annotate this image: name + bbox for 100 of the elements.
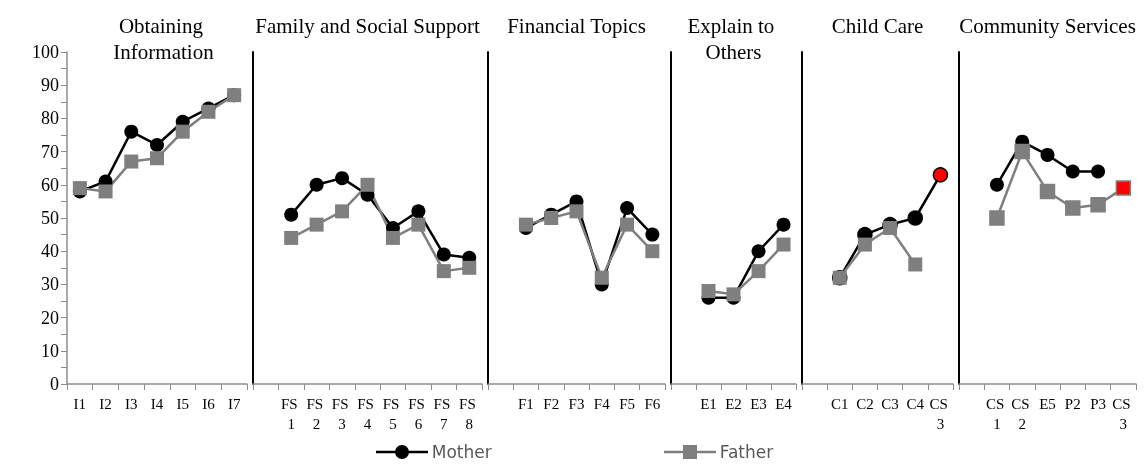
x-tick-label: F1	[518, 396, 535, 412]
x-tick-label: F6	[644, 396, 662, 412]
point	[989, 177, 1004, 192]
x-tick-label: FS 3	[331, 396, 353, 432]
x-tick-label: E5	[1039, 396, 1056, 412]
x-tick-label: CS 3	[929, 396, 952, 432]
y-tick-label: 10	[41, 340, 59, 361]
point	[436, 247, 451, 262]
x-tick-label: C1	[831, 396, 849, 412]
x-tick-label: E2	[725, 396, 743, 412]
x-tick-label: FS 8	[459, 396, 480, 432]
x-tick-label: I3	[125, 396, 138, 412]
point	[385, 230, 400, 245]
point	[1090, 196, 1106, 213]
point	[436, 264, 451, 279]
point	[989, 210, 1005, 226]
point	[776, 217, 791, 232]
point	[569, 204, 584, 219]
x-tick-label: CS 2	[1011, 396, 1034, 432]
point	[124, 154, 139, 169]
y-tick-label: 30	[41, 274, 59, 295]
x-tick-label: F3	[568, 396, 585, 412]
point	[701, 284, 716, 299]
point	[932, 167, 949, 183]
point	[335, 171, 350, 186]
point	[284, 230, 299, 245]
point	[309, 177, 324, 192]
x-tick-label: C4	[906, 396, 925, 412]
point	[595, 270, 610, 285]
point	[1040, 147, 1055, 162]
y-tick-label: 90	[41, 75, 59, 96]
point	[907, 210, 924, 226]
point	[98, 184, 113, 199]
point	[1065, 200, 1081, 216]
chart-title: Financial Topics	[507, 14, 647, 38]
legend-label: Mother	[431, 442, 492, 462]
x-tick-label: P2	[1064, 396, 1081, 412]
y-tick-label: 60	[41, 174, 59, 195]
y-tick-label: 40	[41, 241, 59, 262]
x-tick-label: I2	[99, 396, 112, 412]
x-tick-label: FS 2	[306, 396, 327, 432]
x-tick-label: FS 1	[280, 396, 302, 432]
point	[1039, 183, 1056, 200]
point	[335, 204, 350, 219]
point	[309, 217, 324, 232]
point	[150, 137, 164, 152]
chart-title: Obtaining Information	[113, 14, 215, 64]
point	[411, 204, 426, 219]
point	[751, 244, 766, 259]
point	[858, 237, 873, 252]
x-tick-label: CS 1	[985, 396, 1008, 432]
point	[883, 220, 898, 235]
point	[462, 260, 477, 275]
point	[124, 124, 139, 139]
chart-title: Child Care	[831, 14, 924, 38]
x-tick-label: FS 5	[382, 396, 404, 432]
x-tick-label: E3	[750, 396, 768, 412]
x-tick-label: CS 3	[1112, 396, 1135, 432]
point	[1091, 164, 1106, 179]
point	[620, 217, 635, 232]
point	[908, 257, 923, 272]
x-tick-label: I4	[150, 396, 164, 412]
x-tick-label: I1	[73, 396, 87, 412]
point	[411, 217, 426, 232]
y-tick-label: 70	[41, 141, 59, 162]
x-tick-label: C2	[856, 396, 874, 412]
point	[175, 124, 190, 139]
point	[1065, 164, 1080, 179]
x-tick-label: F5	[619, 396, 636, 412]
x-tick-label: FS 4	[357, 396, 378, 432]
x-tick-label: E4	[775, 396, 793, 412]
x-tick-label: E1	[700, 396, 718, 412]
point	[284, 207, 299, 222]
point	[645, 227, 660, 242]
x-tick-label: P3	[1090, 396, 1106, 412]
x-tick-label: I5	[176, 396, 189, 412]
point	[620, 201, 635, 216]
x-tick-label: F4	[594, 396, 611, 412]
chart-title: Explain to Others	[687, 14, 780, 64]
x-tick-label: FS 7	[433, 396, 455, 432]
point	[544, 211, 559, 225]
chart-title: Community Services	[959, 14, 1136, 38]
y-tick-label: 20	[41, 307, 59, 328]
legend-label: Father	[719, 442, 774, 462]
point	[360, 177, 375, 192]
point	[776, 237, 791, 252]
y-tick-label: 100	[32, 42, 59, 62]
point	[1115, 180, 1132, 196]
y-tick-label: 80	[41, 108, 59, 129]
x-tick-label: I6	[202, 396, 216, 412]
x-tick-label: I7	[227, 396, 241, 412]
point	[751, 264, 766, 279]
point	[645, 244, 660, 259]
x-tick-label: C3	[881, 396, 899, 412]
x-tick-label: F2	[543, 396, 560, 412]
y-tick-label: 50	[41, 208, 59, 228]
point	[150, 151, 164, 166]
x-tick-label: FS 6	[408, 396, 429, 432]
point	[1014, 143, 1030, 160]
chart-title: Family and Social Support	[255, 14, 480, 38]
